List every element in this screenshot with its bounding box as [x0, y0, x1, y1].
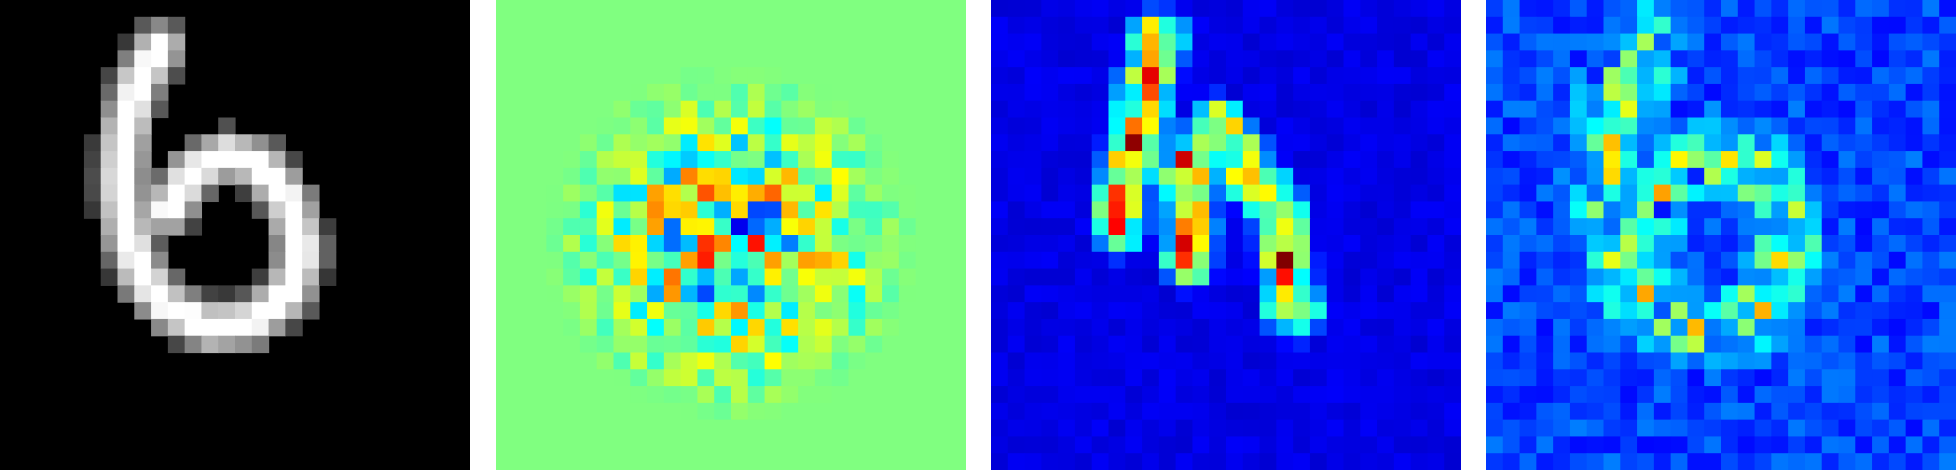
saliency-map-image: [991, 0, 1461, 470]
attribution-map-image: [496, 0, 966, 470]
input-digit-panel: [0, 0, 470, 470]
noise-map-panel: [1486, 0, 1956, 470]
input-digit-image: [0, 0, 470, 470]
attribution-map-panel: [496, 0, 966, 470]
noise-map-image: [1486, 0, 1956, 470]
saliency-map-panel: [991, 0, 1461, 470]
